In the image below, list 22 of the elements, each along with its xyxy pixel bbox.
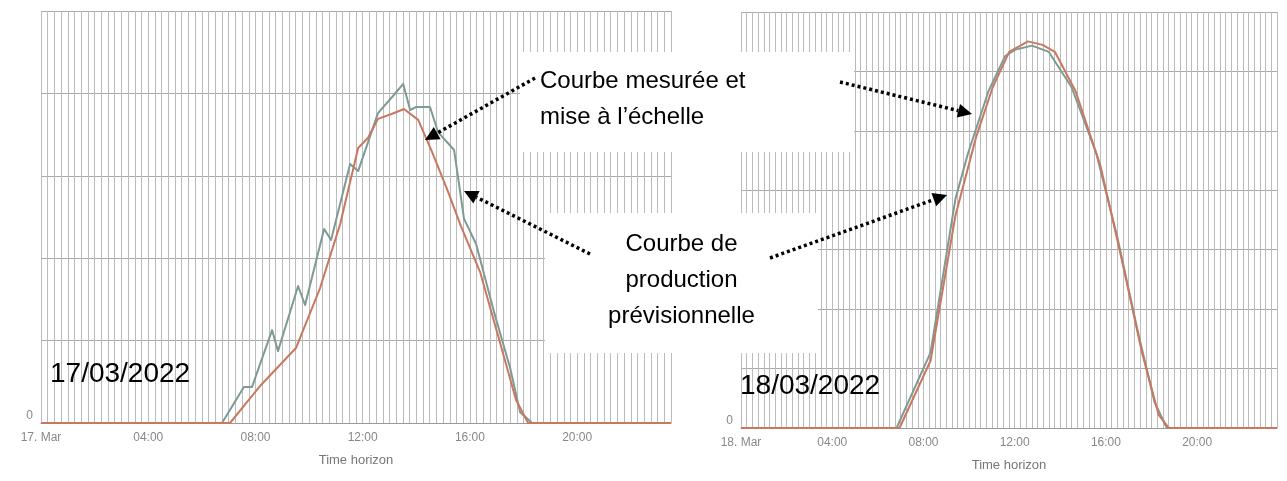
x-tick-label: 04:00 xyxy=(817,435,848,449)
x-tick-label: 20:00 xyxy=(562,430,593,444)
callout-box: Courbe de production prévisionnelle xyxy=(545,213,818,353)
x-tick-label: 08:00 xyxy=(908,435,939,449)
x-tick-label: 12:00 xyxy=(999,435,1031,449)
x-axis-title: Time horizon xyxy=(971,457,1047,472)
annotation: Courbe de production prévisionnelle xyxy=(607,228,756,330)
x-tick-label: 12:00 xyxy=(347,430,379,444)
text: 0 xyxy=(26,408,34,422)
annotation: 17/03/2022 xyxy=(50,356,191,388)
x-tick-label: 04:00 xyxy=(133,430,164,444)
annotation: 18/03/2022 xyxy=(740,368,881,400)
x-tick-label: 08:00 xyxy=(240,430,271,444)
x-tick-label: 16:00 xyxy=(1090,435,1122,449)
x-tick-label: 16:00 xyxy=(454,430,486,444)
x-tick-label: 18. Mar xyxy=(720,435,762,449)
text: 0 xyxy=(726,413,734,427)
annotation: Courbe mesurée et mise à l’échelle xyxy=(540,65,747,131)
x-axis-title: Time horizon xyxy=(318,452,394,467)
x-tick-label: 20:00 xyxy=(1182,435,1213,449)
callout-box: Courbe mesurée et mise à l’échelle xyxy=(520,52,854,152)
x-tick-label: 17. Mar xyxy=(20,430,62,444)
